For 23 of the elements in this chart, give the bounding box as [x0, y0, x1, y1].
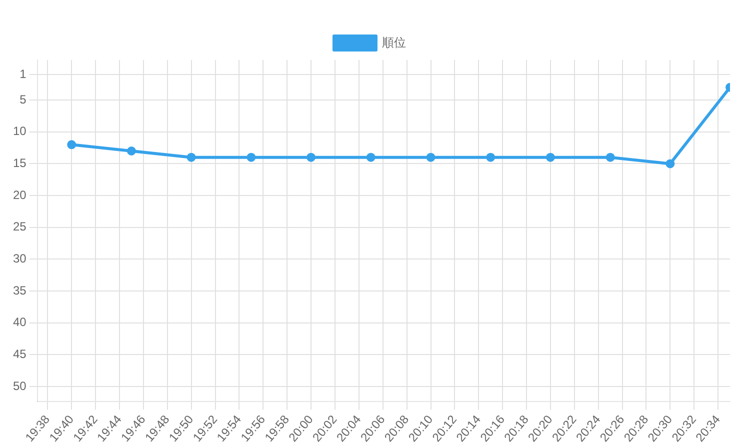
- point: [67, 140, 76, 150]
- y-tick-label: 10: [12, 124, 27, 138]
- point: [306, 152, 316, 162]
- point: [366, 152, 376, 162]
- point: [186, 152, 196, 162]
- y-tick-label: 15: [12, 156, 27, 170]
- point: [246, 152, 256, 162]
- y-tick-label: 50: [12, 378, 27, 393]
- y-tick-label: 20: [12, 188, 27, 202]
- point: [546, 152, 555, 162]
- y-tick-label: 45: [12, 346, 27, 361]
- y-tick-label: 35: [12, 283, 27, 298]
- point: [486, 152, 496, 162]
- y-tick-label: 1: [20, 66, 27, 81]
- point: [666, 159, 675, 168]
- legend-label: 順位: [382, 35, 406, 50]
- point: [126, 146, 136, 156]
- point: [426, 152, 436, 162]
- point: [606, 152, 615, 162]
- y-tick-label: 25: [12, 220, 27, 234]
- y-tick-label: 5: [20, 92, 27, 106]
- y-tick-label: 30: [12, 252, 27, 266]
- y-tick-label: 40: [12, 315, 27, 330]
